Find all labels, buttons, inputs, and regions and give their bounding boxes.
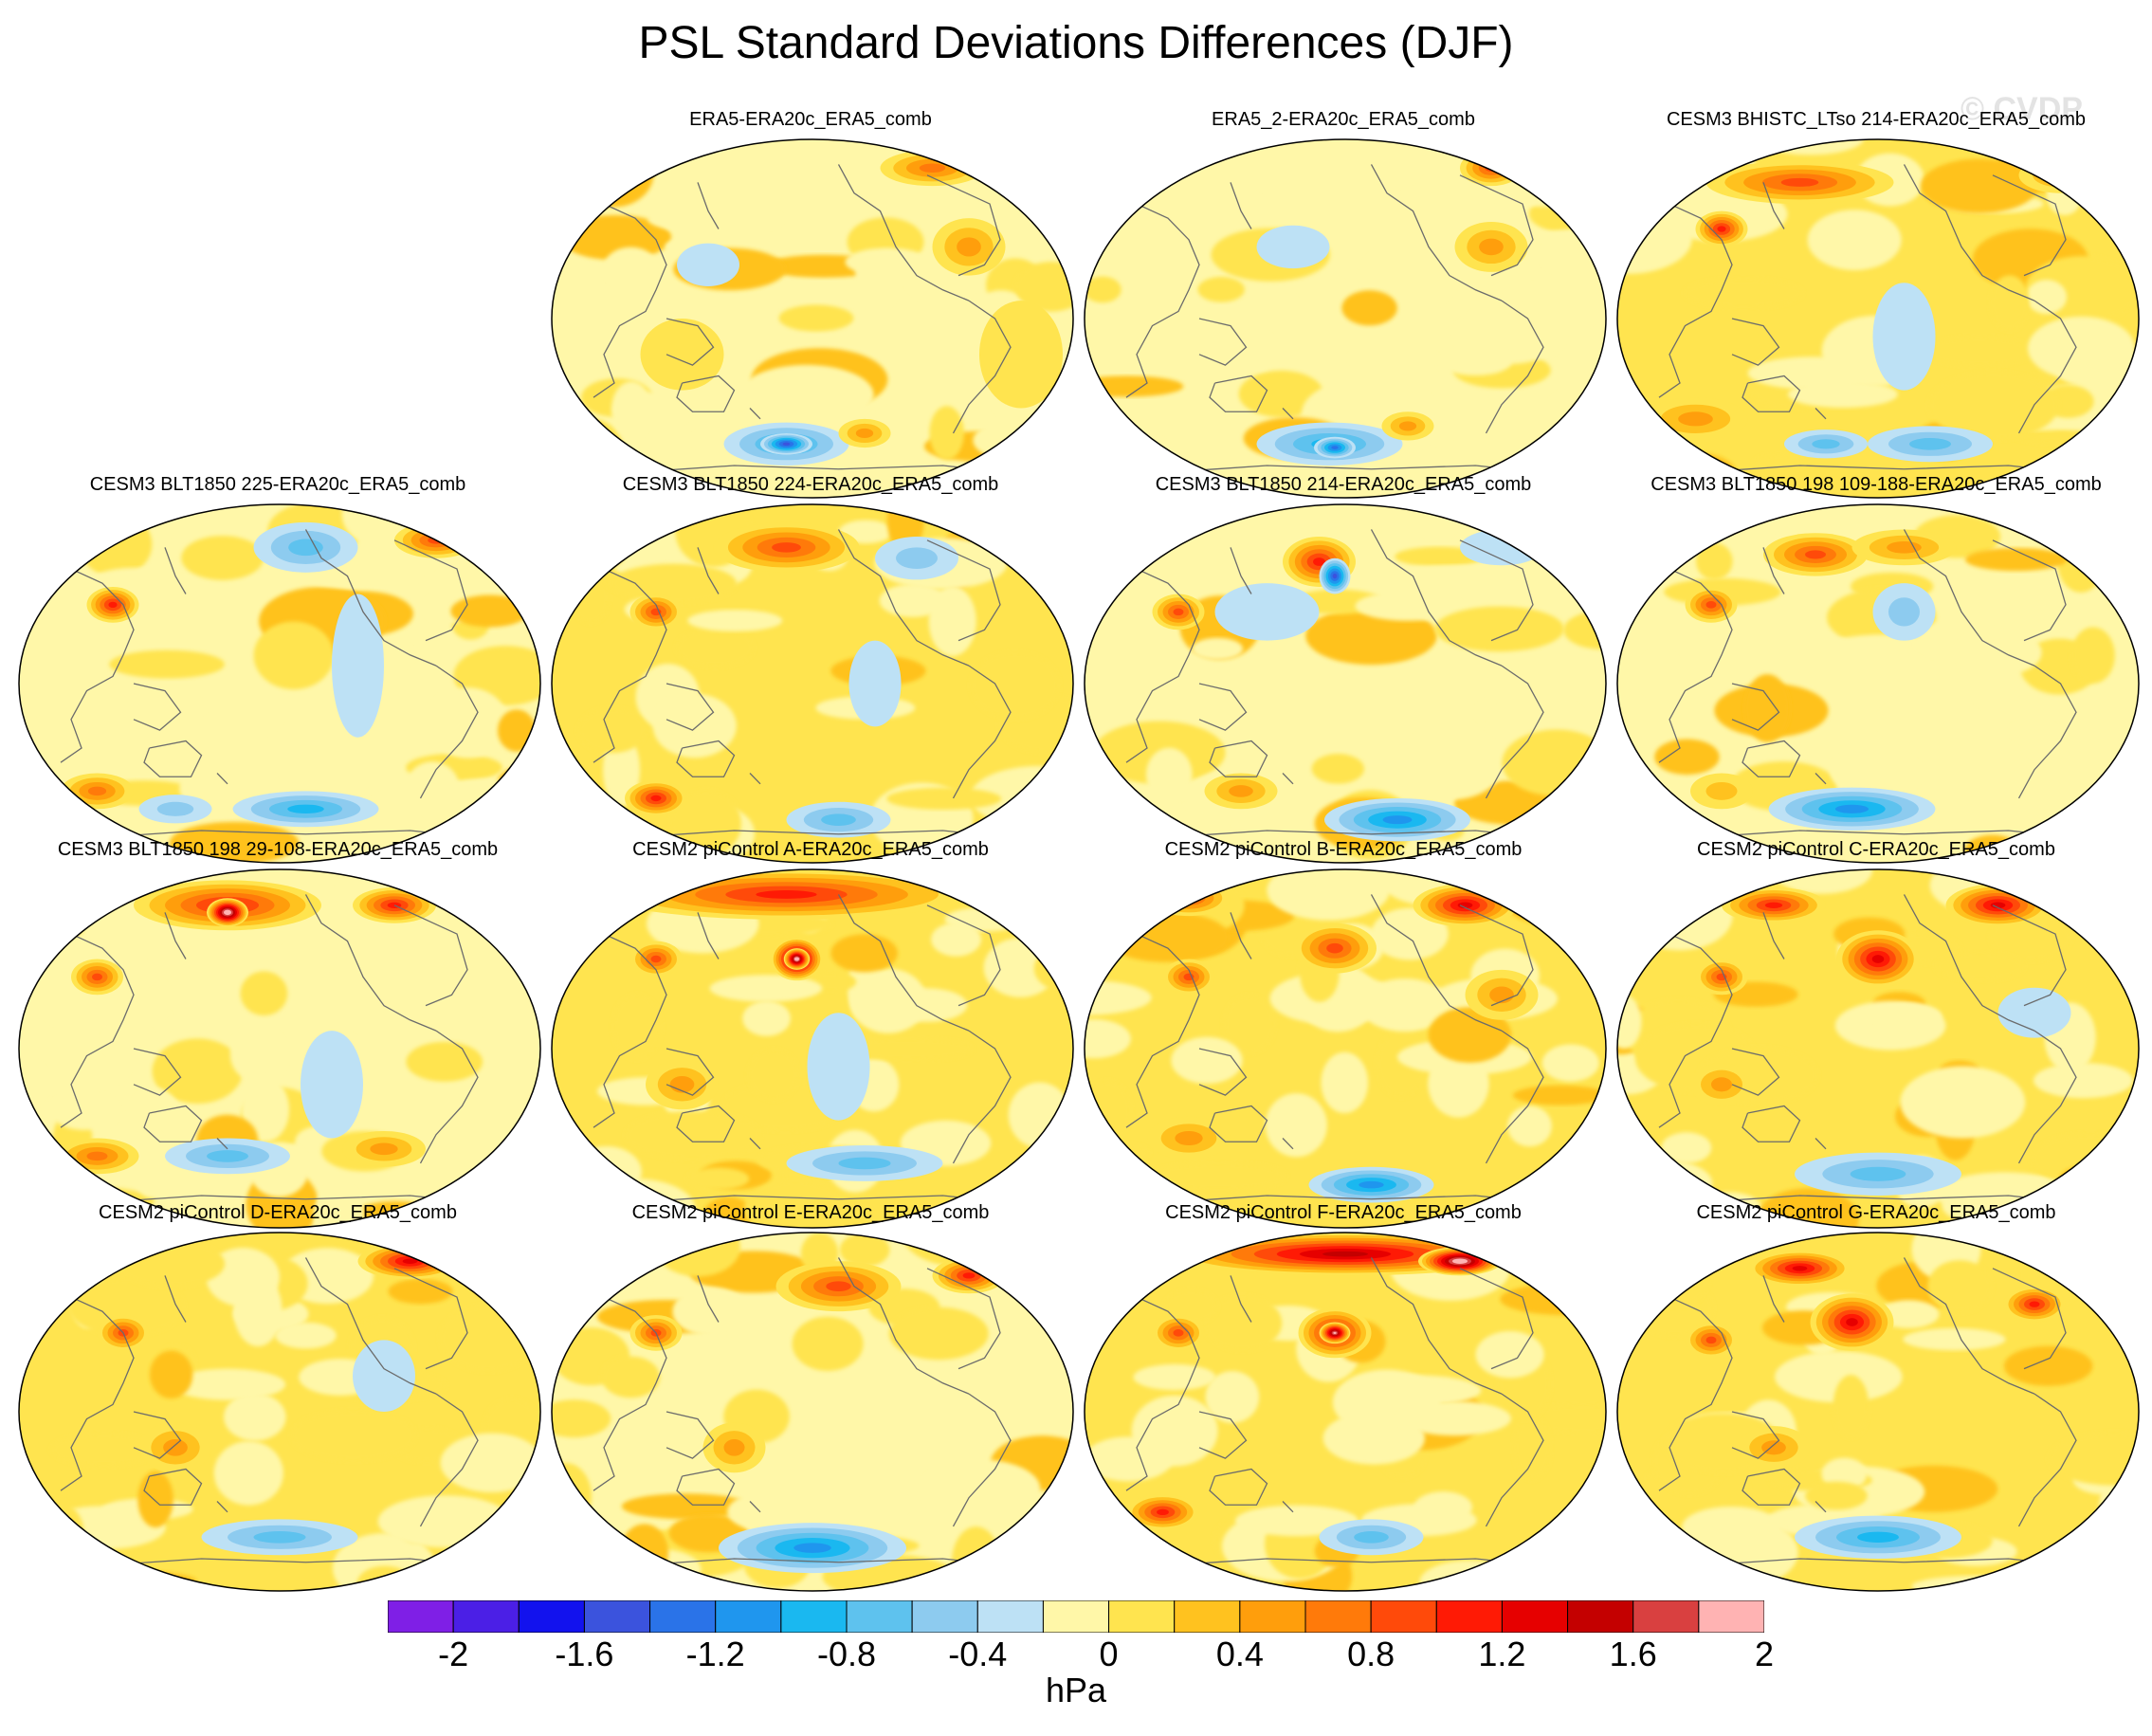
- map-panel: [18, 1232, 541, 1592]
- map-panel: [1616, 138, 2140, 499]
- colorbar-swatch: [911, 1600, 978, 1633]
- panel-title: CESM2 piControl G-ERA20c_ERA5_comb: [1696, 1202, 2056, 1223]
- colorbar-swatch: [1632, 1600, 1700, 1633]
- colorbar-tick-label: -0.8: [816, 1635, 877, 1673]
- colorbar-tick-label: 1.6: [1609, 1635, 1657, 1673]
- panel-title: CESM2 piControl C-ERA20c_ERA5_comb: [1697, 839, 2055, 860]
- map-panel: [1616, 868, 2140, 1229]
- colorbar-swatch: [1304, 1600, 1372, 1633]
- page-title: PSL Standard Deviations Differences (DJF…: [638, 18, 1514, 68]
- panel-title: CESM2 piControl D-ERA20c_ERA5_comb: [99, 1202, 457, 1223]
- colorbar-swatch: [846, 1600, 913, 1633]
- colorbar-units: hPa: [1045, 1671, 1107, 1709]
- map-panel: [18, 868, 541, 1229]
- map-panel: [551, 1232, 1074, 1592]
- map-panel: [1616, 1232, 2140, 1592]
- colorbar-tick-label: -1.6: [555, 1635, 614, 1673]
- panel-title: CESM3 BLT1850 198 29-108-ERA20c_ERA5_com…: [57, 839, 499, 860]
- watermark: © CVDP: [1961, 91, 2083, 127]
- panel-title: ERA5-ERA20c_ERA5_comb: [689, 109, 932, 130]
- colorbar-tick-label: 0.4: [1215, 1635, 1264, 1673]
- colorbar-swatch: [715, 1600, 782, 1633]
- colorbar-swatch: [388, 1600, 454, 1633]
- colorbar-swatch: [976, 1600, 1044, 1633]
- panel-title: CESM3 BLT1850 224-ERA20c_ERA5_comb: [622, 474, 999, 495]
- colorbar-swatch: [780, 1600, 848, 1633]
- colorbar-swatch: [1239, 1600, 1306, 1633]
- colorbar-tick-label: 1.2: [1478, 1635, 1526, 1673]
- colorbar-swatch: [1174, 1600, 1241, 1633]
- colorbar-swatch: [649, 1600, 717, 1633]
- colorbar-swatch: [518, 1600, 585, 1633]
- map-panel: [1084, 1232, 1607, 1592]
- map-panel: [551, 138, 1074, 499]
- panel-title: CESM2 piControl B-ERA20c_ERA5_comb: [1164, 839, 1523, 860]
- colorbar-swatch: [1042, 1600, 1110, 1633]
- colorbar: [388, 1600, 1764, 1633]
- map-panel: [1084, 138, 1607, 499]
- panel-title: CESM3 BLT1850 198 109-188-ERA20c_ERA5_co…: [1650, 474, 2102, 495]
- colorbar-swatch: [1698, 1600, 1764, 1633]
- panel-title: CESM2 piControl A-ERA20c_ERA5_comb: [632, 839, 989, 860]
- colorbar-swatch: [1567, 1600, 1634, 1633]
- colorbar-tick-label: 0.8: [1347, 1635, 1395, 1673]
- map-panel: [1084, 868, 1607, 1229]
- colorbar-swatch: [1370, 1600, 1437, 1633]
- colorbar-tick-label: -0.4: [948, 1635, 1008, 1673]
- panel-title: CESM3 BLT1850 225-ERA20c_ERA5_comb: [89, 474, 466, 495]
- map-panel: [1616, 503, 2140, 864]
- panel-title: CESM3 BLT1850 214-ERA20c_ERA5_comb: [1155, 474, 1532, 495]
- panel-title: CESM3 BHISTC_LTso 214-ERA20c_ERA5_comb: [1666, 109, 2087, 130]
- colorbar-tick-label: -2: [438, 1635, 469, 1673]
- colorbar-tick-label: -1.2: [685, 1635, 745, 1673]
- panel-title: CESM2 piControl E-ERA20c_ERA5_comb: [631, 1202, 990, 1223]
- panel-title: ERA5_2-ERA20c_ERA5_comb: [1212, 109, 1475, 130]
- map-panel: [1084, 503, 1607, 864]
- map-panel: [551, 503, 1074, 864]
- colorbar-swatch: [583, 1600, 651, 1633]
- colorbar-swatch: [1501, 1600, 1569, 1633]
- map-panel: [18, 503, 541, 864]
- colorbar-swatch: [452, 1600, 520, 1633]
- colorbar-swatch: [1435, 1600, 1503, 1633]
- colorbar-tick-label: 0: [1099, 1635, 1119, 1673]
- map-panel: [551, 868, 1074, 1229]
- colorbar-tick-label: 2: [1754, 1635, 1775, 1673]
- panel-title: CESM2 piControl F-ERA20c_ERA5_comb: [1165, 1202, 1522, 1223]
- colorbar-swatch: [1108, 1600, 1176, 1633]
